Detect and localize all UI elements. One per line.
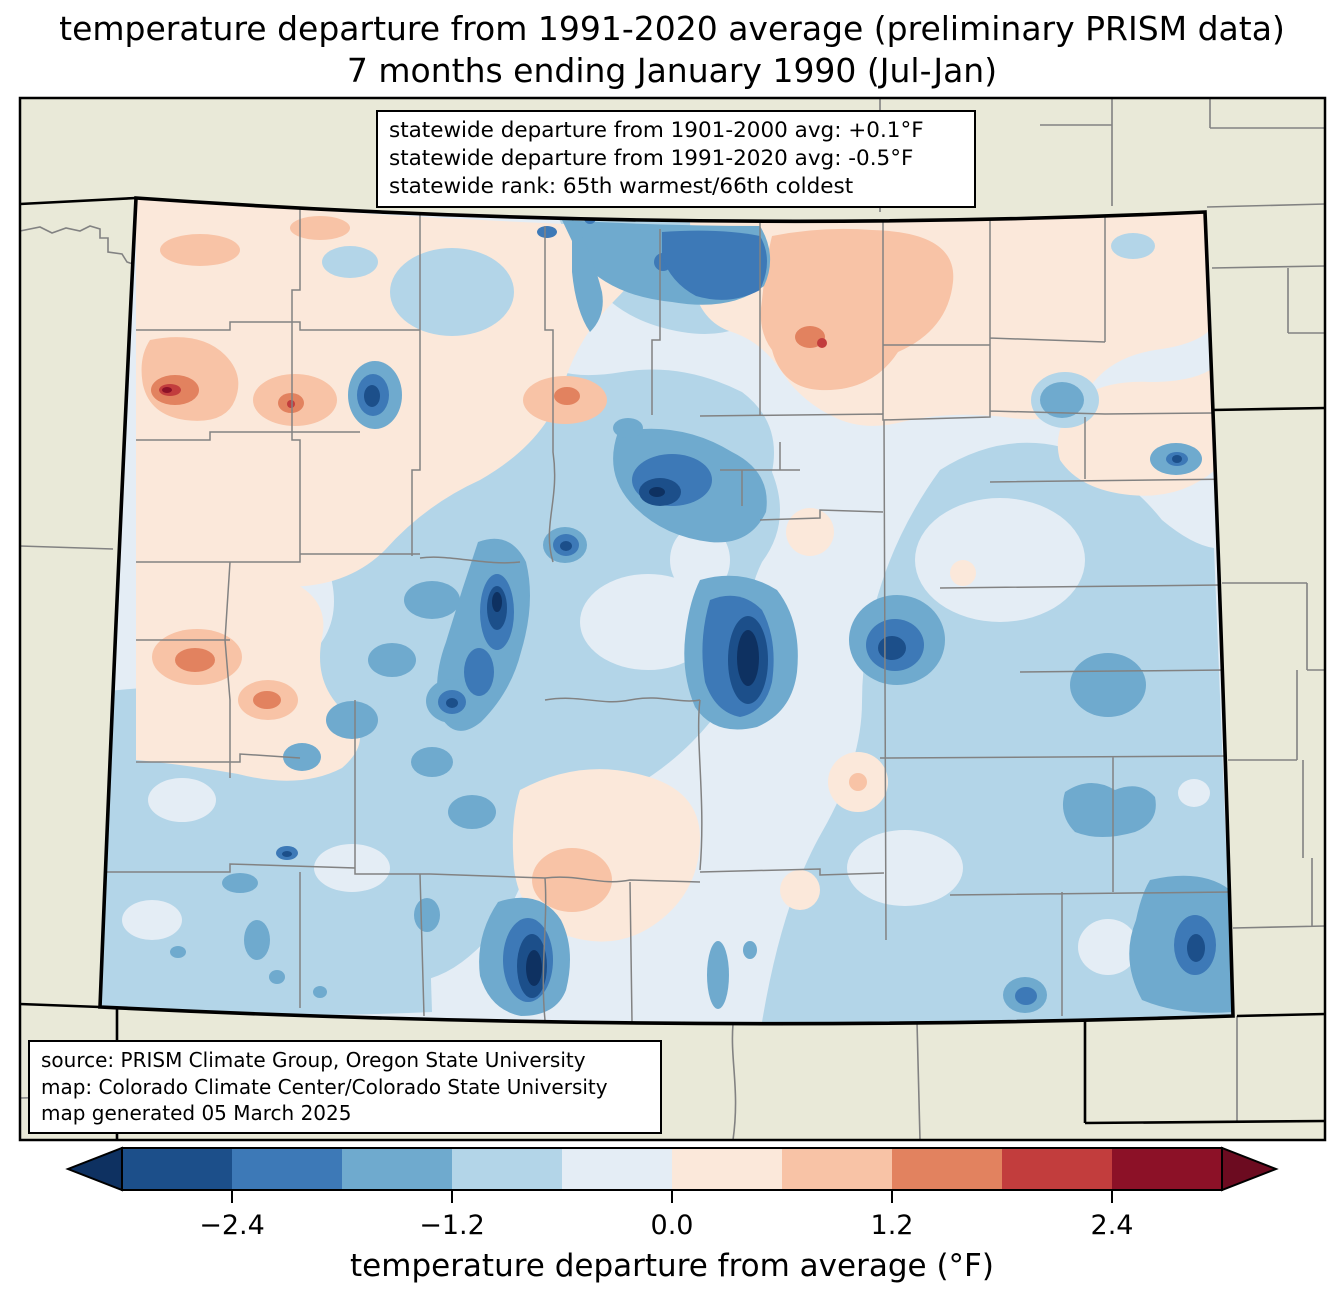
colorbar-segment-9	[1002, 1148, 1112, 1190]
contour-dark-red	[162, 387, 172, 393]
colorbar: −2.4 −1.2 0.0 1.2 2.4 temperature depart…	[65, 1146, 1279, 1284]
colorado-state-border	[98, 196, 1235, 1026]
source-line-3: map generated 05 March 2025	[41, 1101, 352, 1126]
colorbar-tick-label: −1.2	[419, 1210, 485, 1241]
colorbar-segment-6	[672, 1148, 782, 1190]
colorbar-axis-label: temperature departure from average (°F)	[350, 1248, 994, 1284]
colorbar-tick-label: −2.4	[199, 1210, 265, 1241]
colorbar-tick-marks	[231, 1190, 1113, 1203]
colorbar-segment-10	[1112, 1148, 1222, 1190]
stats-line-2: statewide departure from 1991-2020 avg: …	[389, 145, 914, 171]
colorbar-tick-label: 1.2	[871, 1210, 914, 1241]
colorbar-segment-4	[452, 1148, 562, 1190]
colorbar-tick-label: 0.0	[651, 1210, 694, 1241]
stats-line-3: statewide rank: 65th warmest/66th coldes…	[389, 173, 854, 199]
colorbar-segment-8	[892, 1148, 1002, 1190]
source-line-1: source: PRISM Climate Group, Oregon Stat…	[41, 1048, 586, 1072]
axes-frame	[18, 96, 1327, 1142]
colorbar-segment-3	[342, 1148, 452, 1190]
colorbar-under-arrow	[65, 1146, 123, 1192]
colorbar-segment-5	[562, 1148, 672, 1190]
contour-navy	[492, 487, 759, 986]
stats-box: statewide departure from 1901-2000 avg: …	[376, 110, 976, 208]
title-line-1: temperature departure from 1991-2020 ave…	[59, 9, 1285, 48]
source-line-2: map: Colorado Climate Center/Colorado St…	[41, 1074, 608, 1099]
colorbar-segment-7	[782, 1148, 892, 1190]
colorbar-tick-label: 2.4	[1091, 1210, 1134, 1241]
colorbar-segment-1	[122, 1148, 232, 1190]
stats-line-1: statewide departure from 1901-2000 avg: …	[389, 118, 924, 143]
state-contour-fills	[100, 198, 1233, 1024]
source-box: source: PRISM Climate Group, Oregon Stat…	[28, 1040, 662, 1134]
figure-title: temperature departure from 1991-2020 ave…	[0, 8, 1344, 91]
contour-light-blue-islands	[322, 233, 1155, 428]
title-line-2: 7 months ending January 1990 (Jul-Jan)	[346, 50, 998, 90]
colorado-county-lines	[100, 198, 1233, 1023]
contour-pale-patches	[122, 229, 1210, 975]
colorbar-over-arrow	[1221, 1146, 1279, 1192]
colorbar-segment-2	[232, 1148, 342, 1190]
